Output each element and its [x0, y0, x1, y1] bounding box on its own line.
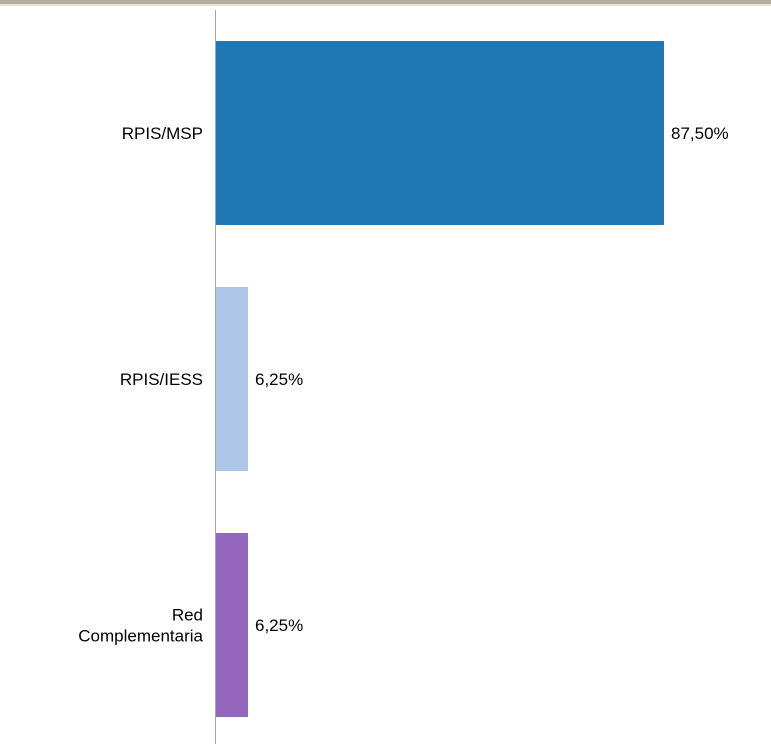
top-rule: [0, 0, 771, 4]
value-label-0: 87,50%: [671, 124, 729, 143]
category-label-0: RPIS/MSP: [122, 124, 203, 143]
bar-1: [216, 287, 248, 471]
category-label-2-line-0: Red: [172, 606, 203, 625]
bars-group: RPIS/MSP 87,50% RPIS/IESS 6,25% Red Complemen…: [78, 41, 729, 717]
value-label-2: 6,25%: [255, 616, 303, 635]
category-label-1: RPIS/IESS: [120, 370, 203, 389]
bar-0: [216, 41, 664, 225]
bar-2: [216, 533, 248, 717]
value-label-1: 6,25%: [255, 370, 303, 389]
top-rule-shadow: [0, 4, 771, 6]
category-label-2-line-1: Complementaria: [78, 627, 203, 646]
